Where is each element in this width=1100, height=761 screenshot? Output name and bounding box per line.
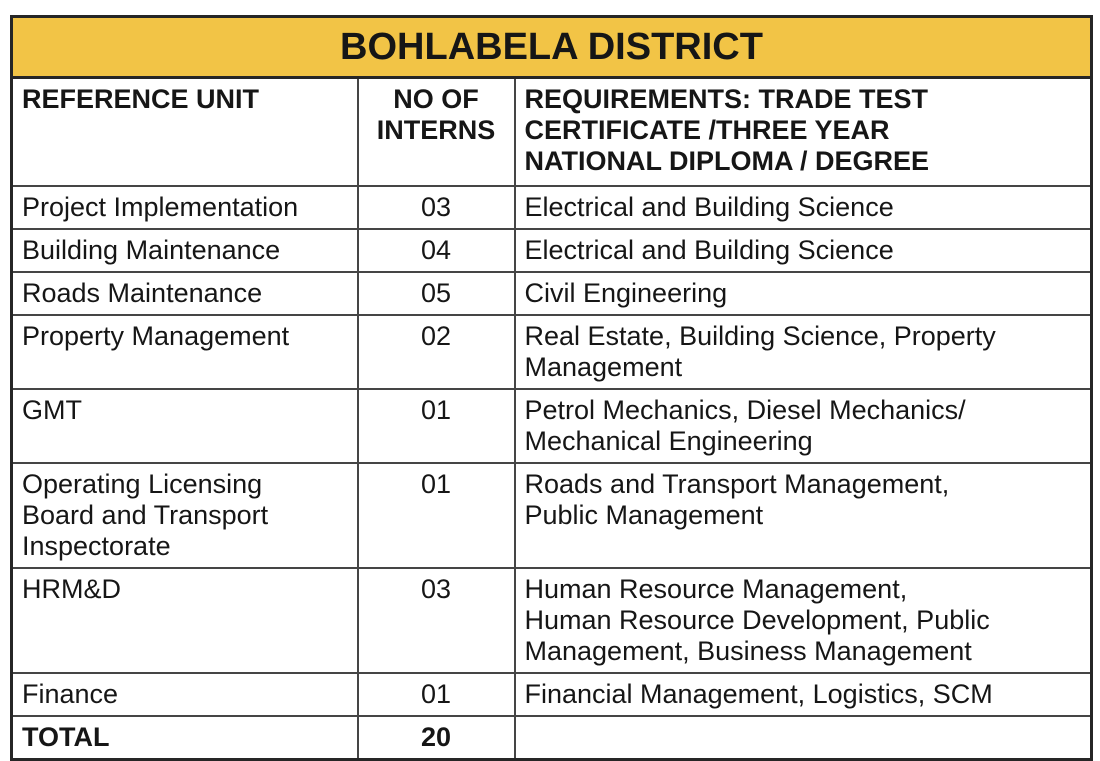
total-row: TOTAL 20 — [10, 715, 1093, 761]
table-row: Building Maintenance 04 Electrical and B… — [10, 228, 1093, 273]
column-header-requirements: REQUIREMENTS: TRADE TEST CERTIFICATE /TH… — [513, 76, 1093, 187]
cell-no-of-interns: 03 — [356, 185, 516, 230]
cell-requirements: Human Resource Management, Human Resourc… — [513, 567, 1093, 674]
title-banner-row: BOHLABELA DISTRICT — [10, 15, 1093, 79]
cell-no-of-interns: 01 — [356, 388, 516, 464]
cell-reference-unit: Roads Maintenance — [10, 271, 359, 316]
column-header-row: REFERENCE UNIT NO OF INTERNS REQUIREMENT… — [10, 76, 1093, 187]
cell-reference-unit: Building Maintenance — [10, 228, 359, 273]
table-row: Property Management 02 Real Estate, Buil… — [10, 314, 1093, 390]
cell-no-of-interns: 02 — [356, 314, 516, 390]
total-requirements-empty — [513, 715, 1093, 761]
cell-reference-unit: Operating Licensing Board and Transport … — [10, 462, 359, 569]
cell-no-of-interns: 03 — [356, 567, 516, 674]
table-title: BOHLABELA DISTRICT — [10, 15, 1093, 79]
table-row: Operating Licensing Board and Transport … — [10, 462, 1093, 569]
table-row: HRM&D 03 Human Resource Management, Huma… — [10, 567, 1093, 674]
district-interns-table: BOHLABELA DISTRICT REFERENCE UNIT NO OF … — [10, 15, 1093, 761]
cell-reference-unit: Project Implementation — [10, 185, 359, 230]
cell-no-of-interns: 01 — [356, 462, 516, 569]
cell-no-of-interns: 04 — [356, 228, 516, 273]
cell-reference-unit: HRM&D — [10, 567, 359, 674]
cell-requirements: Electrical and Building Science — [513, 228, 1093, 273]
cell-no-of-interns: 01 — [356, 672, 516, 717]
cell-reference-unit: Property Management — [10, 314, 359, 390]
cell-requirements: Electrical and Building Science — [513, 185, 1093, 230]
cell-requirements: Financial Management, Logistics, SCM — [513, 672, 1093, 717]
table-row: GMT 01 Petrol Mechanics, Diesel Mechanic… — [10, 388, 1093, 464]
column-header-reference-unit: REFERENCE UNIT — [10, 76, 359, 187]
cell-requirements: Petrol Mechanics, Diesel Mechanics/ Mech… — [513, 388, 1093, 464]
cell-reference-unit: GMT — [10, 388, 359, 464]
cell-requirements: Civil Engineering — [513, 271, 1093, 316]
table-row: Finance 01 Financial Management, Logisti… — [10, 672, 1093, 717]
cell-reference-unit: Finance — [10, 672, 359, 717]
total-interns: 20 — [356, 715, 516, 761]
table-row: Project Implementation 03 Electrical and… — [10, 185, 1093, 230]
total-label: TOTAL — [10, 715, 359, 761]
table-row: Roads Maintenance 05 Civil Engineering — [10, 271, 1093, 316]
cell-requirements: Roads and Transport Management, Public M… — [513, 462, 1093, 569]
column-header-no-of-interns: NO OF INTERNS — [356, 76, 516, 187]
cell-requirements: Real Estate, Building Science, Property … — [513, 314, 1093, 390]
cell-no-of-interns: 05 — [356, 271, 516, 316]
